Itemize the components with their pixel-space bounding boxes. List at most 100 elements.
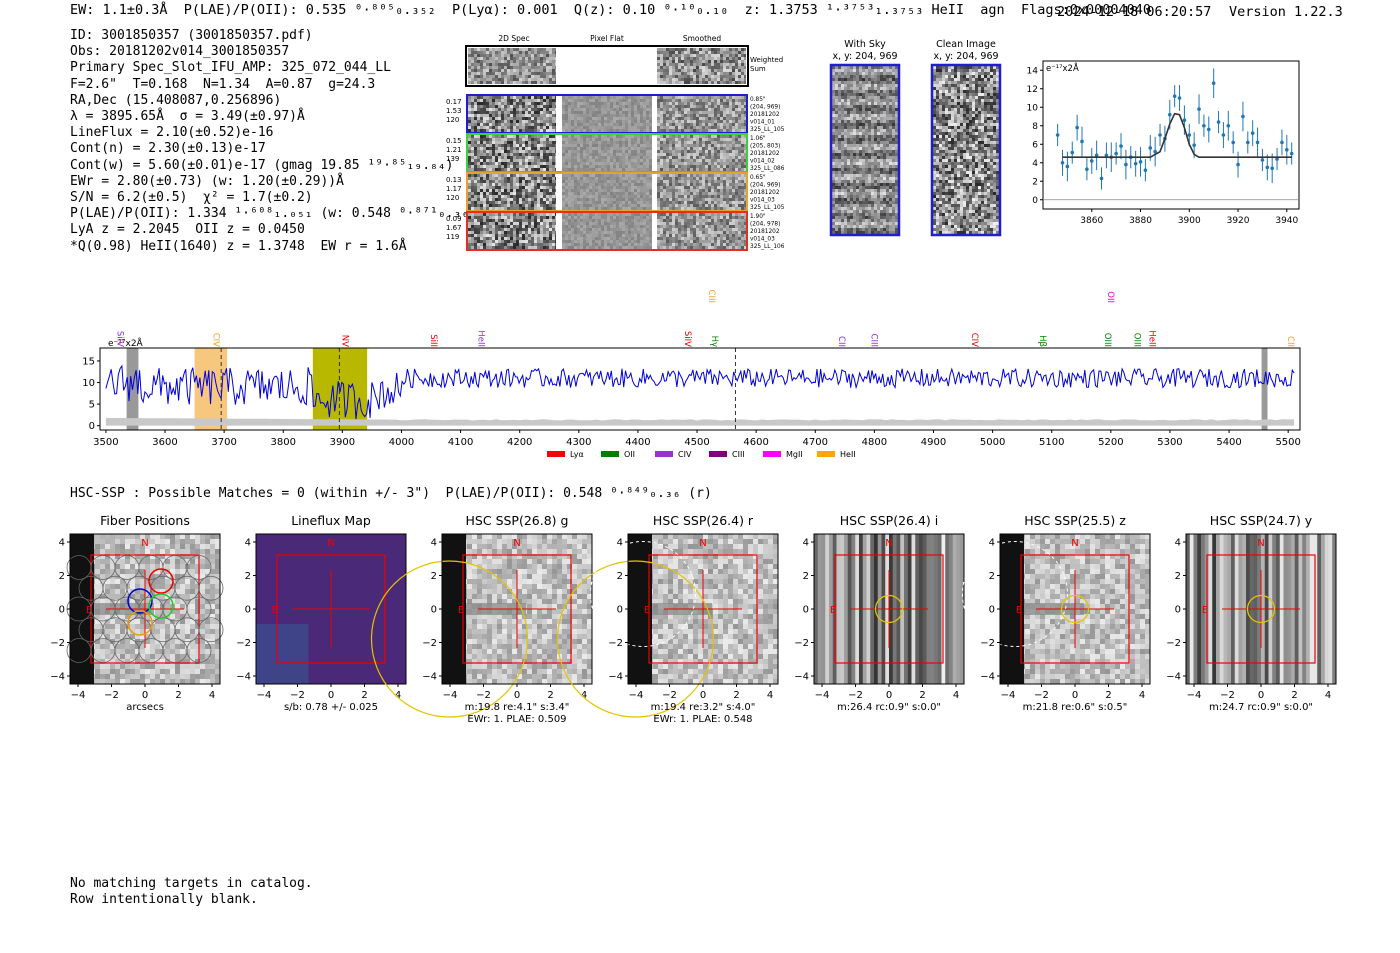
cutout-row-meta: (204, 969): [750, 105, 780, 111]
weighted-sum-label: Sum: [750, 65, 766, 73]
y-tick-label: 10: [82, 378, 95, 389]
data-point: [1265, 165, 1270, 170]
x-tick-label: 5000: [980, 437, 1005, 448]
north-label: N: [699, 538, 706, 549]
pixel-flat-cutout: [562, 174, 652, 210]
ellipse-marker: [962, 541, 1068, 647]
hsc-panel-caption: m:24.7 rc:0.9" s:0.0": [1209, 702, 1313, 713]
cutout-row-meta: v014_01: [750, 120, 775, 126]
legend-label: CIV: [678, 450, 692, 459]
cutout-row-meta: 20181202: [750, 112, 780, 118]
spec-2d-cutout: [468, 213, 556, 249]
legend-swatch: [763, 451, 781, 457]
emission-line-label: HeII: [1146, 330, 1156, 347]
timestamp: 2024-12-18 06:20:57: [1057, 4, 1212, 20]
east-label: E: [644, 605, 650, 616]
x-tick-label: 3900: [1178, 216, 1201, 226]
hsc-x-tick-label: −4: [71, 690, 86, 701]
data-point: [1275, 157, 1279, 161]
info-line: Obs: 20181202v014_3001850357: [70, 44, 290, 60]
hsc-y-tick-label: −4: [50, 672, 65, 683]
weighted-sum-smoothed: [657, 48, 746, 84]
with-sky-coord: x, y: 204, 969: [832, 51, 897, 62]
hsc-x-tick-label: 2: [733, 690, 739, 701]
hsc-x-tick-label: −2: [104, 690, 119, 701]
aperture-box: [1206, 554, 1316, 664]
aperture-box: [276, 554, 386, 664]
hsc-panel-title: HSC SSP(24.7) y: [1210, 513, 1313, 528]
x-tick-label: 3500: [93, 437, 118, 448]
y-tick-label: 2: [1032, 177, 1038, 187]
info-line: Cont(n) = 2.30(±0.13)e-17: [70, 141, 266, 157]
cutout-row-frame: [466, 211, 748, 251]
hsc-panel-caption: EWr: 1. PLAE: 0.509: [467, 714, 566, 723]
hsc-x-tick-label: −4: [257, 690, 272, 701]
hsc-panel-title: HSC SSP(26.4) r: [653, 513, 754, 528]
north-label: N: [1257, 538, 1264, 549]
x-tick-label: 4800: [862, 437, 887, 448]
hsc-y-tick-label: 2: [803, 571, 809, 582]
cutout-row-meta: 1.06": [750, 136, 766, 142]
north-label: N: [885, 538, 892, 549]
y-tick-label: 0: [89, 421, 95, 432]
hsc-panel-caption: s/b: 0.78 +/- 0.025: [284, 702, 378, 713]
north-label: N: [141, 538, 148, 549]
fiber-circle: [198, 617, 224, 643]
info-line: LyA z = 2.2045 OII z = 0.0450: [70, 222, 305, 238]
cutout-row-meta: (204, 978): [750, 222, 780, 228]
hsc-panel-title: Fiber Positions: [100, 513, 190, 528]
hsc-y-tick-label: 4: [245, 538, 251, 549]
hsc-y-tick-label: 4: [803, 538, 809, 549]
hsc-y-tick-label: 2: [245, 571, 251, 582]
clean-image-coord: x, y: 204, 969: [933, 51, 998, 62]
hsc-x-tick-label: −4: [1001, 690, 1016, 701]
data-point: [1060, 160, 1065, 165]
data-point: [1250, 131, 1255, 135]
hsc-x-tick-label: 0: [328, 690, 334, 701]
hsc-y-tick-label: −2: [50, 638, 65, 649]
x-tick-label: 4600: [743, 437, 768, 448]
legend-label: MgII: [786, 450, 803, 459]
hsc-y-tick-label: 4: [1175, 538, 1181, 549]
cutout-row-meta: 20181202: [750, 151, 780, 157]
east-label: E: [272, 605, 278, 616]
y-tick-label: 4: [1032, 159, 1038, 169]
legend-label: Lyα: [570, 450, 584, 459]
fiber-highlight: [127, 610, 153, 636]
hsc-x-tick-label: −2: [290, 690, 305, 701]
hsc-panel-caption: m:21.8 re:0.6" s:0.5": [1023, 702, 1128, 713]
y-tick-label: 0: [1032, 196, 1038, 206]
emission-line-label: HeII: [475, 330, 485, 347]
data-point: [1211, 81, 1216, 85]
cutout-row-meta: 1.90": [750, 214, 766, 220]
emission-line-label: CIV: [969, 333, 979, 347]
hsc-panel: Lineflux Map N E 4 2 0 −2 −4 −4 −2 0 2 4 s/b: 0.78 +/…: [236, 513, 407, 713]
hsc-image: [442, 534, 592, 684]
heii-region: [312, 348, 368, 430]
cutout-row-meta: (205, 803): [750, 144, 780, 150]
cutout-row-meta: v014_02: [750, 159, 775, 165]
ellipse-marker: [556, 560, 715, 718]
data-point: [1289, 151, 1294, 156]
east-label: E: [830, 605, 836, 616]
hsc-panel: HSC SSP(24.7) y N E 4 2 0 −2 −4 −4 −2 0 2 4 m:24.7 rc…: [1166, 513, 1337, 713]
hsc-heading: HSC-SSP : Possible Matches = 0 (within +…: [70, 486, 712, 501]
hsc-panel: HSC SSP(26.8) g N E 4 2 0 −2 −4 −4 −2 0 2 4 m:19.8 re…: [370, 513, 593, 723]
cutout-row-meta: (204, 969): [750, 183, 780, 189]
legend-swatch: [655, 451, 673, 457]
info-block: ID: 3001850357 (3001850357.pdf) Obs: 2018…: [70, 28, 485, 255]
hsc-panel-caption: m:19.8 re:4.1" s:3.4": [465, 702, 570, 713]
hsc-x-tick-label: 4: [1139, 690, 1145, 701]
hsc-x-tick-label: −2: [476, 690, 491, 701]
aperture-box: [462, 554, 572, 664]
data-point: [1138, 160, 1143, 164]
cutout-row-stat: 1.67: [446, 224, 462, 232]
hsc-y-tick-label: −4: [980, 672, 995, 683]
info-line: ID: 3001850357 (3001850357.pdf): [70, 28, 313, 43]
hsc-y-tick-label: 0: [1175, 605, 1181, 616]
clean-image: [933, 66, 999, 234]
data-point: [1246, 140, 1250, 145]
x-tick-label: 5400: [1216, 437, 1241, 448]
pixel-flat-cutout: [562, 96, 652, 132]
